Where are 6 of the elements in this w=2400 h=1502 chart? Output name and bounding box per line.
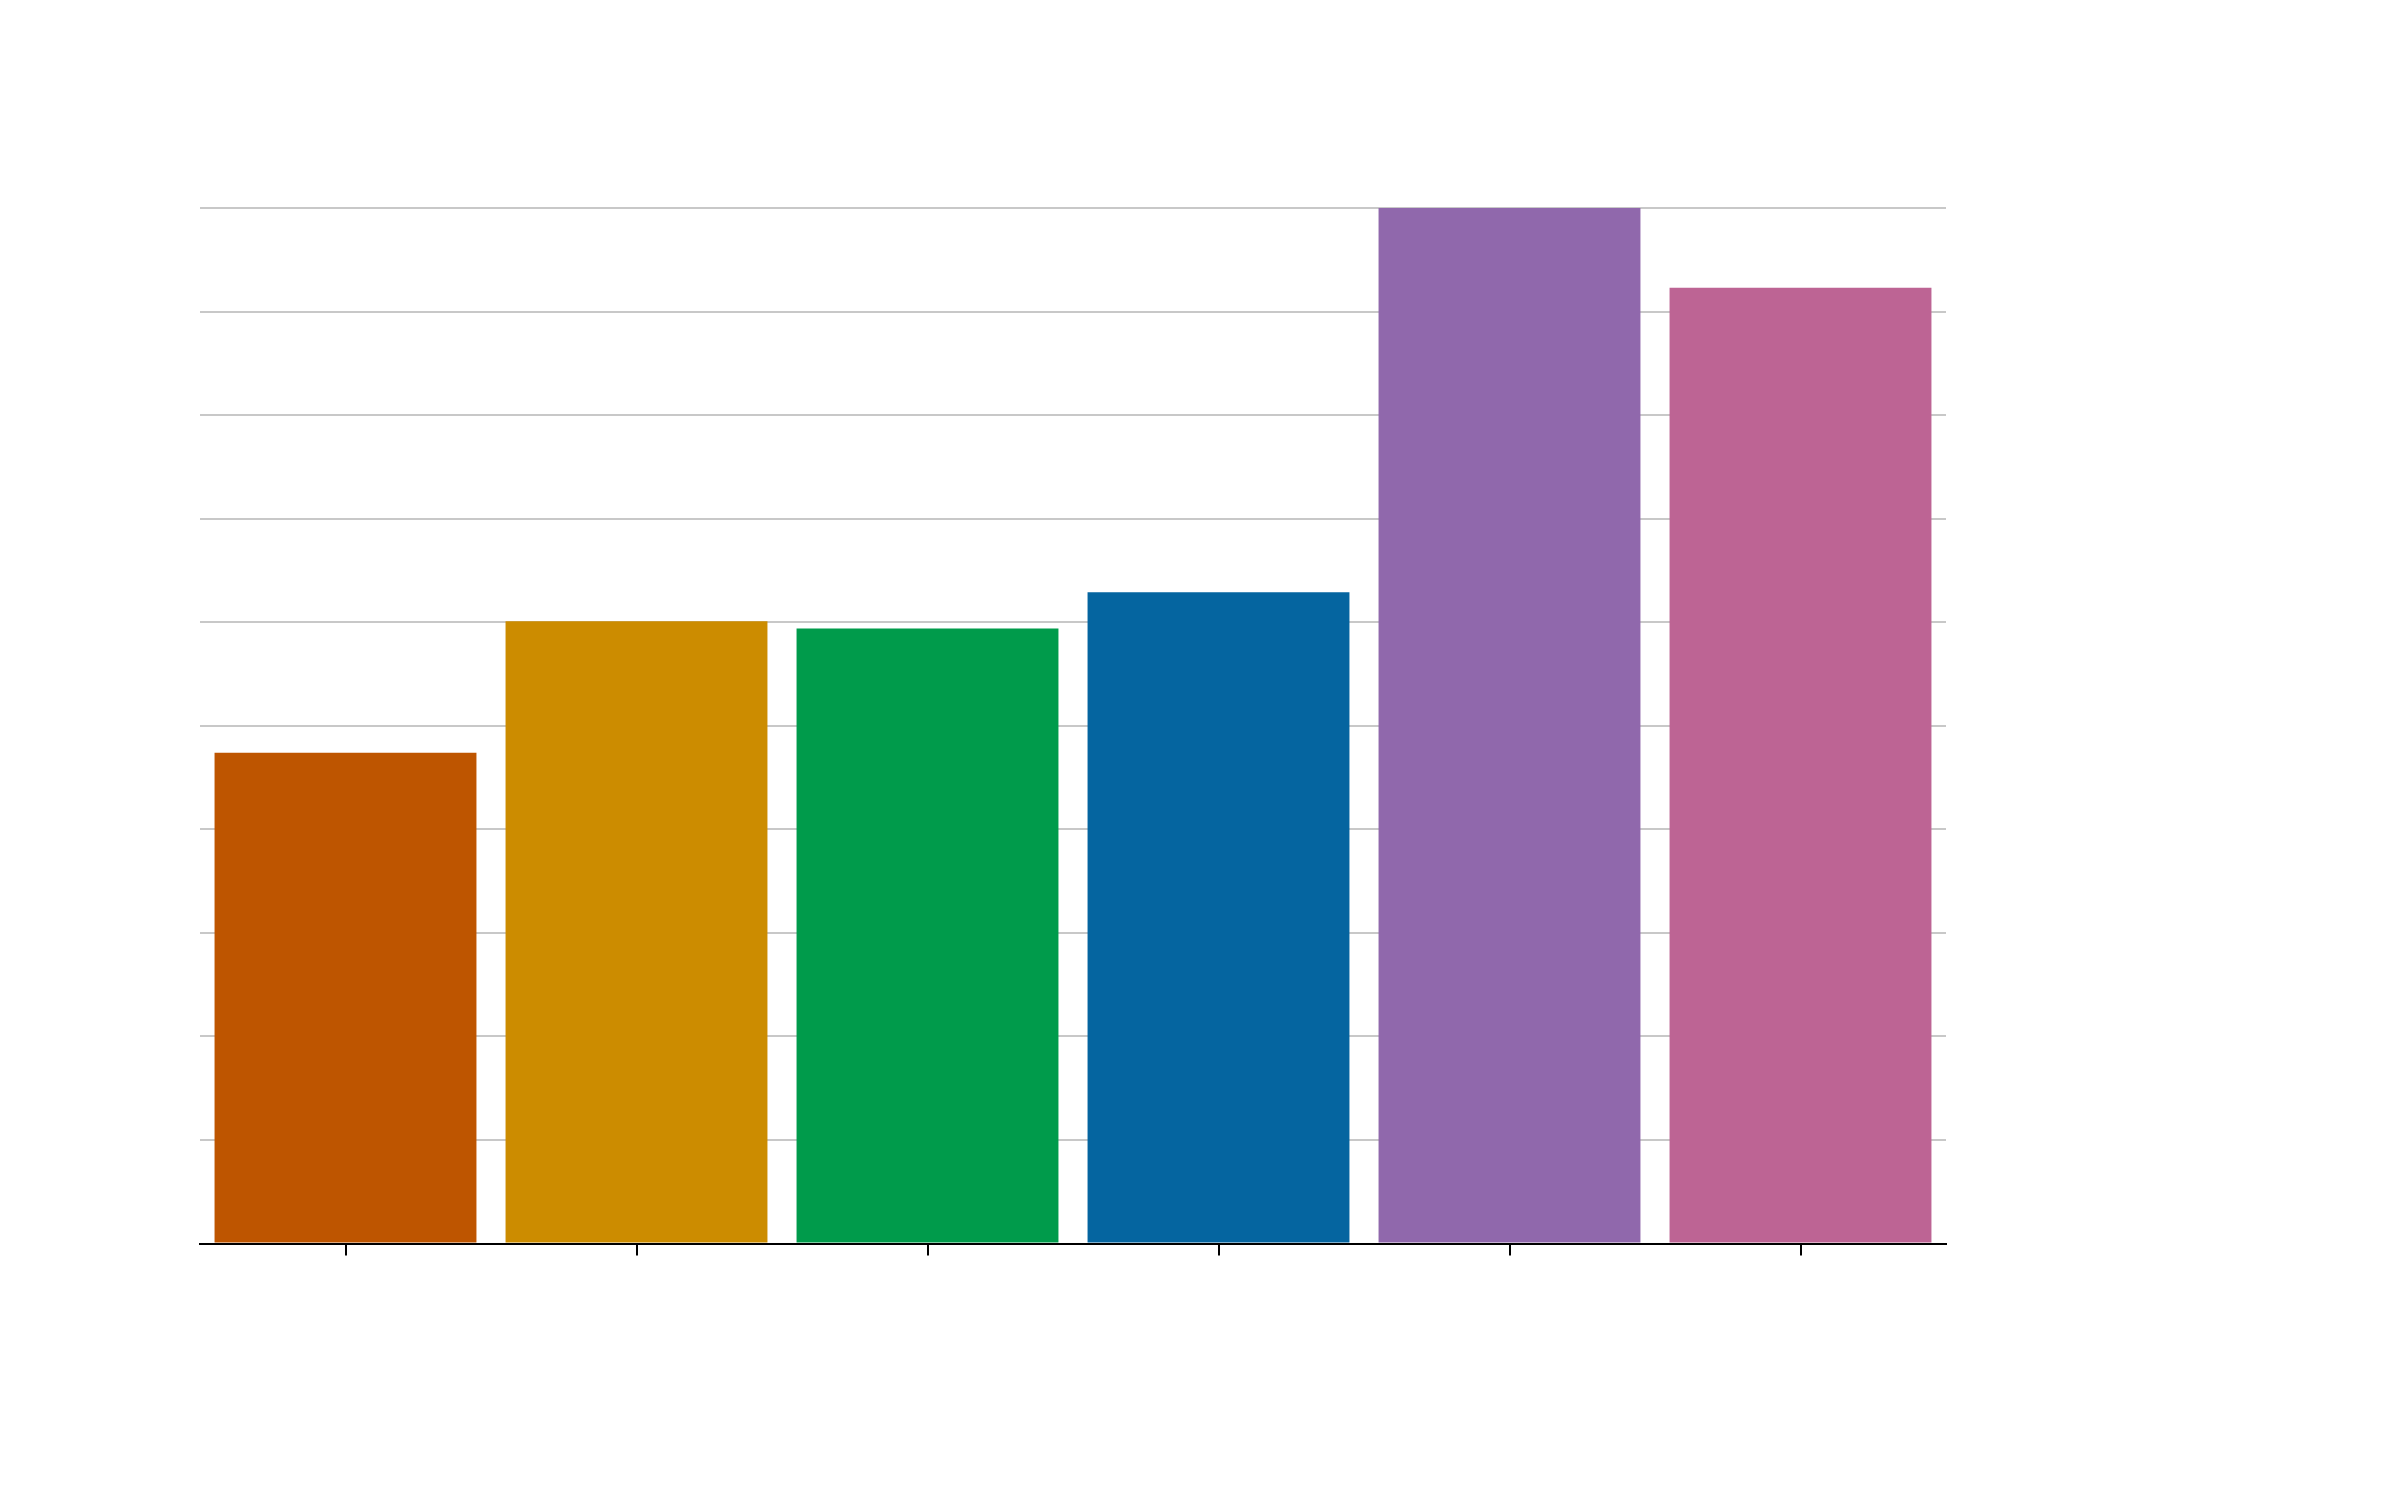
bar [1087,592,1350,1243]
bar [214,752,477,1243]
bar [796,628,1059,1243]
bar [505,621,768,1243]
bar [1669,287,1932,1243]
bar [1378,208,1641,1243]
